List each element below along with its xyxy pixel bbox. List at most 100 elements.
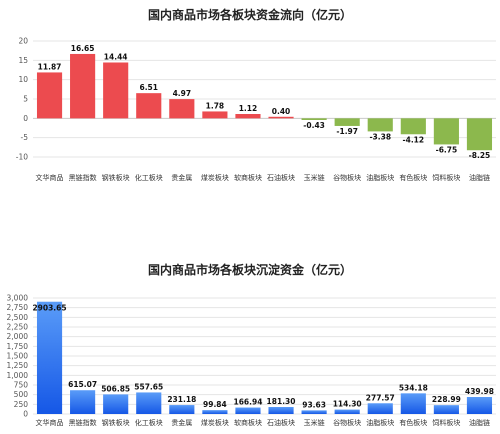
bar [202, 111, 228, 119]
data-label: -1.97 [336, 127, 358, 136]
bar [70, 53, 96, 119]
x-tick-label: 有色板块 [399, 173, 427, 182]
data-label: 2903.65 [32, 304, 66, 313]
data-label: 534.18 [399, 383, 428, 392]
bar [235, 407, 261, 414]
y-tick-label: 500 [14, 390, 29, 399]
data-label: 615.07 [68, 380, 97, 389]
y-tick-label: -10 [16, 153, 28, 162]
x-tick-label: 石油板块 [267, 418, 295, 427]
x-tick-label: 钢铁板块 [102, 418, 130, 427]
data-label: 114.30 [333, 400, 362, 409]
bar [169, 99, 195, 119]
x-tick-label: 饲料板块 [432, 418, 460, 427]
fund-flow-chart: -10 -5 0 5 10 15 20 11.87 文华商品 16.65 黑链指数 14.44 钢铁板块… [16, 37, 496, 182]
data-label: 277.57 [366, 393, 395, 402]
bar [367, 118, 393, 132]
bar [301, 410, 327, 414]
y-tick-label: 10 [18, 75, 28, 84]
data-label: 557.65 [134, 382, 163, 391]
bar [103, 62, 129, 119]
x-tick-label: 谷物板块 [333, 418, 361, 427]
bar [466, 396, 493, 414]
x-tick-label: 黑链指数 [69, 418, 97, 427]
data-label: 166.94 [233, 398, 262, 407]
data-label: 99.84 [203, 400, 227, 409]
y-tick-label: 20 [18, 37, 28, 46]
bar [136, 392, 162, 414]
bar [36, 72, 63, 119]
data-label: 16.65 [71, 44, 95, 53]
bar [235, 114, 261, 119]
x-tick-label: 贵金属 [171, 418, 192, 427]
bar [169, 405, 195, 414]
y-tick-label: 0 [23, 410, 28, 419]
x-tick-label: 软商板块 [234, 173, 262, 182]
x-tick-label: 煤炭板块 [201, 173, 229, 182]
data-label: 6.51 [139, 83, 158, 92]
bar [136, 93, 162, 119]
bar [367, 403, 393, 414]
x-tick-label: 化工板块 [135, 418, 163, 427]
x-tick-label: 玉米链 [304, 418, 325, 427]
y-tick-label: 2,000 [7, 332, 29, 341]
bar [334, 118, 360, 126]
bar [466, 118, 493, 151]
y-tick-label: 1,250 [7, 361, 29, 370]
data-label: 439.98 [465, 387, 494, 396]
x-tick-label: 煤炭板块 [201, 418, 229, 427]
data-label: 1.78 [206, 101, 225, 110]
x-tick-label: 黑链指数 [69, 173, 97, 182]
data-label: -4.12 [403, 135, 425, 144]
x-tick-label: 文华商品 [36, 418, 64, 427]
y-tick-label: 2,250 [7, 323, 29, 332]
y-tick-label: 2,500 [7, 313, 29, 322]
x-tick-label: 油脂链 [469, 418, 490, 427]
y-tick-label: 5 [23, 95, 28, 104]
x-tick-label: 谷物板块 [333, 173, 361, 182]
bar [301, 118, 327, 120]
y-tick-label: -5 [21, 133, 29, 142]
y-tick-label: 1,000 [7, 371, 29, 380]
x-tick-label: 软商板块 [234, 418, 262, 427]
bar [400, 393, 426, 414]
data-label: 14.44 [104, 52, 128, 61]
bar [400, 118, 426, 135]
data-label: 0.40 [272, 107, 291, 116]
bar [334, 409, 360, 414]
capital-deposit-chart: 02505007501,0001,2501,5001,7502,0002,250… [7, 294, 496, 427]
x-tick-label: 有色板块 [399, 418, 427, 427]
data-label: -0.43 [303, 121, 325, 130]
x-tick-label: 油脂板块 [366, 418, 394, 427]
bar [268, 116, 294, 119]
x-tick-label: 玉米链 [304, 173, 325, 182]
x-tick-label: 油脂板块 [366, 173, 394, 182]
data-label: -6.75 [436, 145, 458, 154]
chart-title: 国内商品市场各板块资金流向（亿元） [147, 8, 352, 22]
x-tick-label: 化工板块 [135, 173, 163, 182]
data-label: 1.12 [239, 104, 258, 113]
y-tick-label: 1,750 [7, 342, 29, 351]
y-tick-label: 750 [14, 381, 29, 390]
data-label: -8.25 [469, 151, 491, 160]
bar [433, 405, 459, 414]
bar [70, 390, 96, 414]
data-label: 181.30 [267, 397, 296, 406]
bar [268, 406, 294, 414]
bar [433, 118, 459, 145]
x-tick-label: 钢铁板块 [102, 173, 130, 182]
y-tick-label: 0 [23, 114, 28, 123]
bar [202, 410, 228, 414]
x-tick-label: 饲料板块 [432, 173, 460, 182]
x-tick-label: 油脂链 [469, 173, 490, 182]
data-label: -3.38 [369, 132, 391, 141]
data-label: 506.85 [101, 384, 130, 393]
y-tick-label: 3,000 [7, 294, 29, 303]
x-tick-label: 石油板块 [267, 173, 295, 182]
y-tick-label: 1,500 [7, 352, 29, 361]
data-label: 228.99 [432, 395, 461, 404]
data-label: 11.87 [38, 62, 62, 71]
y-tick-label: 2,750 [7, 303, 29, 312]
data-label: 231.18 [167, 395, 196, 404]
capital-deposit-chart-panel: 国内商品市场各板块沉淀资金（亿元） 0 250 500 750 1,000 1,250 1,… [0, 255, 500, 434]
